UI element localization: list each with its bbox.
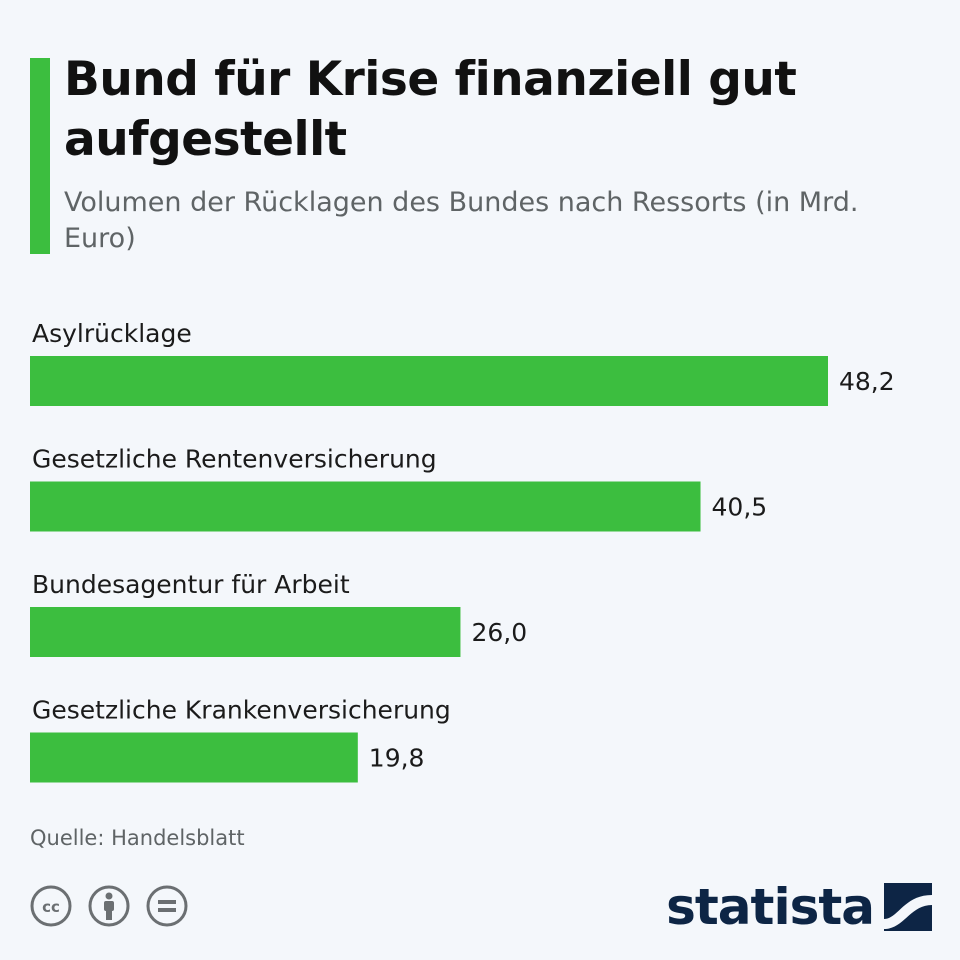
svg-text:cc: cc [42, 898, 60, 916]
bar [30, 481, 701, 532]
category-label: Gesetzliche Rentenversicherung [32, 445, 437, 474]
source-note: Quelle: Handelsblatt [30, 826, 245, 850]
no-derivatives-icon[interactable] [146, 885, 188, 927]
value-label: 26,0 [471, 618, 527, 647]
chart-title: Bund für Krise finanziell gut aufgestell… [64, 52, 797, 167]
value-label: 19,8 [369, 744, 425, 773]
title-accent-bar [30, 58, 50, 254]
bar [30, 732, 358, 783]
category-label: Bundesagentur für Arbeit [32, 570, 350, 599]
bar [30, 607, 461, 657]
chart-subtitle: Volumen der Rücklagen des Bundes nach Re… [64, 187, 859, 254]
bar-chart: Asylrücklage 48,2 Gesetzliche Rentenversic… [30, 319, 895, 783]
statista-wordmark: statista [666, 878, 875, 936]
category-label: Asylrücklage [32, 319, 192, 348]
cc-icon[interactable]: cc [30, 885, 72, 927]
value-label: 40,5 [712, 493, 768, 522]
attribution-icon[interactable] [88, 885, 130, 927]
statista-logo[interactable]: statista [666, 878, 932, 936]
category-label: Gesetzliche Krankenversicherung [32, 696, 451, 725]
bar [30, 356, 828, 406]
statista-mark-icon [884, 883, 932, 931]
value-label: 48,2 [839, 367, 895, 396]
